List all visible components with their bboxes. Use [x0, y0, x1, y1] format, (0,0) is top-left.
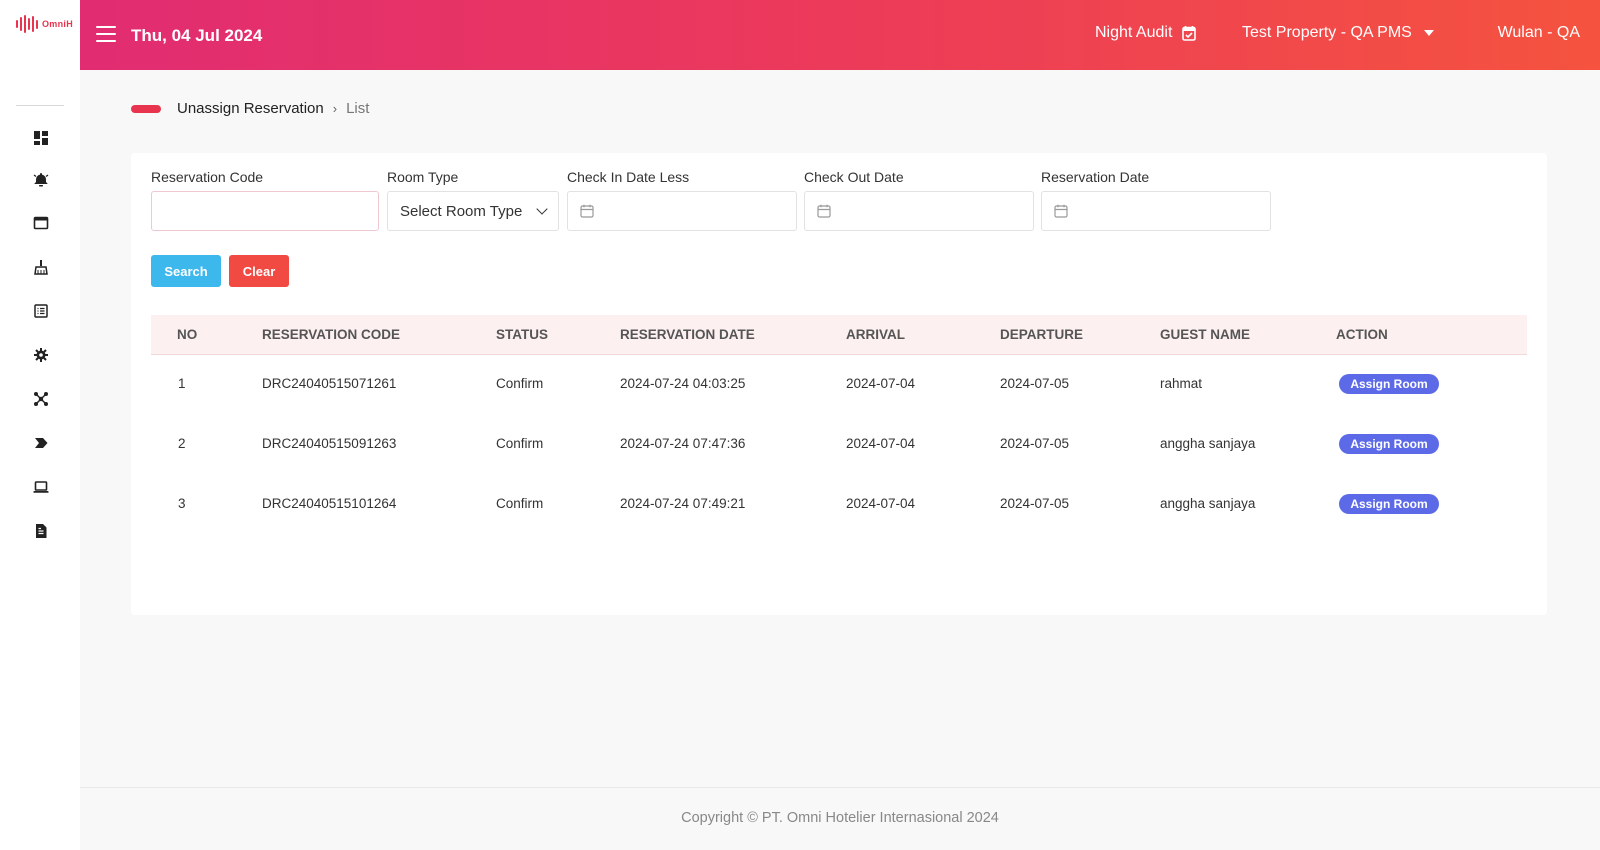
- column-header-status: STATUS: [496, 327, 548, 342]
- row-number: 2: [178, 436, 186, 451]
- window-icon[interactable]: [32, 214, 50, 232]
- row-number: 1: [178, 376, 186, 391]
- column-header-reservation-date: RESERVATION DATE: [620, 327, 755, 342]
- breadcrumb: Unassign Reservation › List: [131, 100, 369, 117]
- breadcrumb-current-module[interactable]: Unassign Reservation: [177, 100, 324, 117]
- chevron-right-icon: ›: [332, 101, 338, 116]
- reservation-status: Confirm: [496, 436, 544, 451]
- reservation-date: 2024-07-24 07:49:21: [620, 496, 746, 511]
- reservation-code-field: Reservation Code: [151, 169, 379, 231]
- column-header-no: NO: [177, 327, 198, 342]
- table-row: 1 DRC24040515071261 Confirm 2024-07-24 0…: [151, 355, 1527, 415]
- search-button[interactable]: Search: [151, 255, 221, 287]
- sidebar: OmniH: [0, 0, 80, 850]
- column-header-reservation-code: RESERVATION CODE: [262, 327, 401, 342]
- departure-date: 2024-07-05: [1000, 436, 1070, 451]
- reservation-status: Confirm: [496, 376, 544, 391]
- check-in-date-label: Check In Date Less: [567, 169, 690, 185]
- reservation-date-label: Reservation Date: [1041, 169, 1150, 185]
- caret-down-icon: [1423, 30, 1434, 36]
- housekeeping-icon[interactable]: [32, 258, 50, 276]
- check-out-date-input[interactable]: [804, 191, 1034, 231]
- check-in-date-field: Check In Date Less: [567, 169, 797, 231]
- copyright-text: Copyright © PT. Omni Hotelier Internasio…: [681, 810, 999, 826]
- arrival-date: 2024-07-04: [846, 436, 916, 451]
- reservations-table: NO RESERVATION CODE STATUS RESERVATION D…: [151, 315, 1527, 535]
- laptop-icon[interactable]: [32, 478, 50, 496]
- logo-text: OmniH: [42, 19, 74, 29]
- arrival-date: 2024-07-04: [846, 376, 916, 391]
- room-type-field: Room Type Select Room Type: [387, 169, 559, 231]
- breadcrumb-page: List: [346, 100, 370, 117]
- report-icon[interactable]: [32, 522, 50, 540]
- night-audit-label: Night Audit: [1095, 24, 1173, 41]
- guest-name: anggha sanjaya: [1160, 496, 1256, 511]
- reservation-code: DRC24040515101264: [262, 496, 397, 511]
- column-header-departure: DEPARTURE: [1000, 327, 1084, 342]
- check-out-date-label: Check Out Date: [804, 169, 904, 185]
- departure-date: 2024-07-05: [1000, 496, 1070, 511]
- calendar-check-icon: [1182, 26, 1197, 41]
- bell-concierge-icon[interactable]: [32, 170, 50, 188]
- check-in-date-input[interactable]: [567, 191, 797, 231]
- network-icon[interactable]: [32, 390, 50, 408]
- room-type-selected-value: Select Room Type: [400, 202, 523, 220]
- tag-icon[interactable]: [32, 434, 50, 452]
- top-header: Thu, 04 Jul 2024 Night Audit Test Proper…: [80, 0, 1600, 70]
- breadcrumb-accent: [131, 104, 161, 113]
- table-row: 3 DRC24040515101264 Confirm 2024-07-24 0…: [151, 475, 1527, 535]
- main-card: Reservation Code Room Type Select Room T…: [131, 153, 1547, 615]
- assign-room-button[interactable]: Assign Room: [1339, 434, 1439, 454]
- reservation-code-input[interactable]: [151, 191, 379, 231]
- reservation-code: DRC24040515091263: [262, 436, 397, 451]
- property-selector[interactable]: Test Property - QA PMS: [1242, 24, 1434, 42]
- list-icon[interactable]: [32, 302, 50, 320]
- table-row: 2 DRC24040515091263 Confirm 2024-07-24 0…: [151, 415, 1527, 475]
- calendar-icon: [817, 204, 831, 218]
- reservation-date: 2024-07-24 07:47:36: [620, 436, 746, 451]
- room-type-select[interactable]: Select Room Type: [387, 191, 559, 231]
- logo-mark-icon: [16, 14, 38, 34]
- chevron-down-icon: [536, 203, 548, 215]
- menu-toggle-icon[interactable]: [96, 26, 116, 42]
- calendar-icon: [580, 204, 594, 218]
- clear-button[interactable]: Clear: [229, 255, 289, 287]
- sidebar-divider: [16, 105, 64, 106]
- calendar-icon: [1054, 204, 1068, 218]
- reservation-date-input[interactable]: [1041, 191, 1271, 231]
- table-header: NO RESERVATION CODE STATUS RESERVATION D…: [151, 315, 1527, 355]
- user-menu[interactable]: Wulan - QA: [1497, 24, 1580, 41]
- property-name: Test Property - QA PMS: [1242, 24, 1412, 41]
- column-header-action: ACTION: [1336, 327, 1388, 342]
- departure-date: 2024-07-05: [1000, 376, 1070, 391]
- row-number: 3: [178, 496, 186, 511]
- guest-name: anggha sanjaya: [1160, 436, 1256, 451]
- reservation-status: Confirm: [496, 496, 544, 511]
- current-date: Thu, 04 Jul 2024: [131, 26, 263, 45]
- app-logo[interactable]: OmniH: [16, 14, 73, 34]
- footer: Copyright © PT. Omni Hotelier Internasio…: [80, 787, 1600, 850]
- arrival-date: 2024-07-04: [846, 496, 916, 511]
- assign-room-button[interactable]: Assign Room: [1339, 494, 1439, 514]
- assign-room-button[interactable]: Assign Room: [1339, 374, 1439, 394]
- dashboard-icon[interactable]: [32, 129, 50, 147]
- reservation-date: 2024-07-24 04:03:25: [620, 376, 746, 391]
- settings-icon[interactable]: [32, 346, 50, 364]
- guest-name: rahmat: [1160, 376, 1203, 391]
- check-out-date-field: Check Out Date: [804, 169, 1034, 231]
- reservation-code-label: Reservation Code: [151, 169, 264, 185]
- column-header-arrival: ARRIVAL: [846, 327, 905, 342]
- room-type-label: Room Type: [387, 169, 459, 185]
- reservation-date-field: Reservation Date: [1041, 169, 1271, 231]
- reservation-code: DRC24040515071261: [262, 376, 397, 391]
- night-audit-button[interactable]: Night Audit: [1095, 24, 1197, 42]
- column-header-guest-name: GUEST NAME: [1160, 327, 1251, 342]
